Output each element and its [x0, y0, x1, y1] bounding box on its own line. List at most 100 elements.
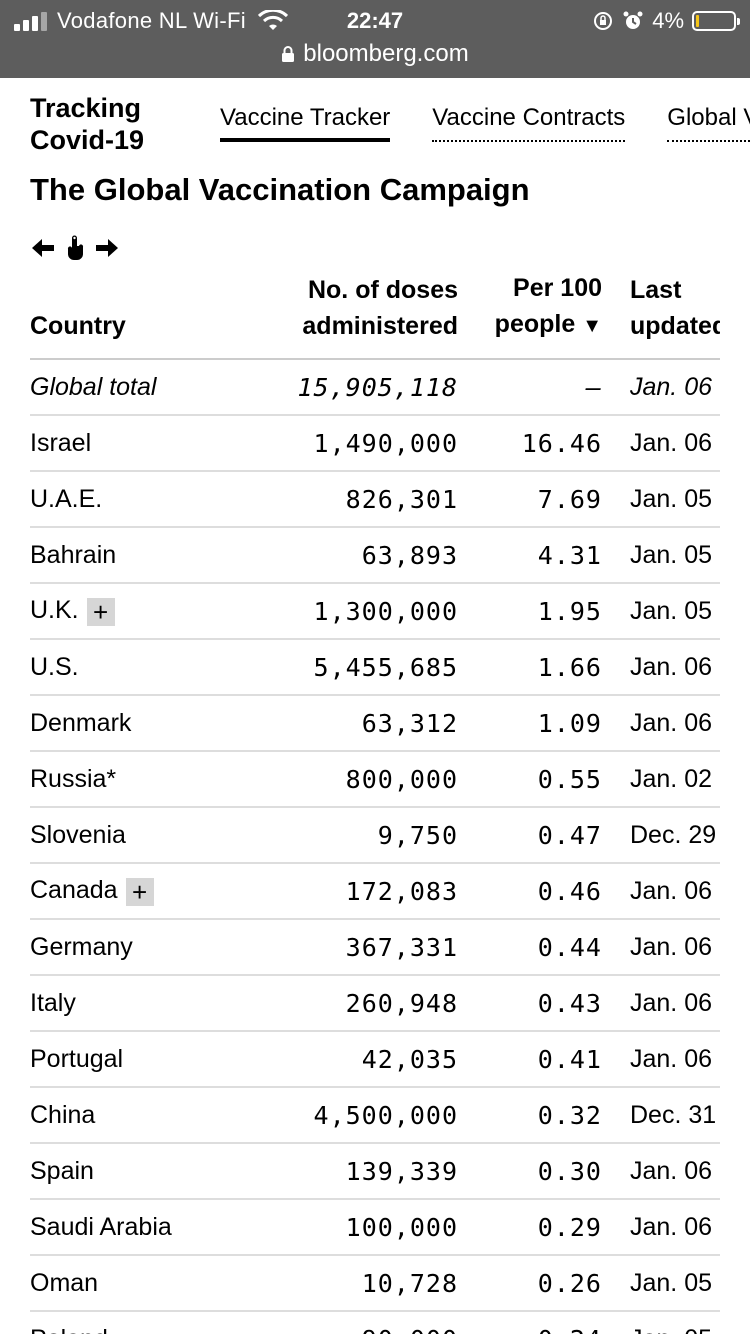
- cell-country: U.K. +: [30, 583, 270, 640]
- cell-last-updated: Jan. 06: [602, 1199, 720, 1256]
- table-row: Italy 260,948 0.43 Jan. 06: [30, 975, 720, 1032]
- expand-plus-button[interactable]: +: [125, 877, 154, 906]
- sort-desc-icon: ▼: [582, 315, 602, 337]
- table-row-global-total: Global total 15,905,118– Jan. 06: [30, 359, 720, 416]
- cell-per-100: 1.09: [458, 695, 602, 752]
- cell-last-updated: Jan. 05: [602, 1311, 720, 1334]
- cell-per-100: 1.66: [458, 639, 602, 696]
- cell-country: Global total: [30, 359, 270, 416]
- tab-vaccine-tracker[interactable]: Vaccine Tracker: [220, 104, 391, 142]
- cell-country: Italy: [30, 975, 270, 1032]
- cell-doses: 63,312: [270, 695, 458, 752]
- cell-doses: 10,728: [270, 1255, 458, 1312]
- cell-last-updated: Jan. 02: [602, 751, 720, 808]
- expand-plus-button[interactable]: +: [86, 597, 115, 626]
- cell-last-updated: Dec. 29: [602, 807, 720, 864]
- header-doses-line1: No. of doses: [307, 276, 458, 304]
- tab-vaccine-contracts[interactable]: Vaccine Contracts: [432, 104, 626, 142]
- table-row: China 4,500,000 0.32 Dec. 31: [30, 1087, 720, 1144]
- table-row: Denmark 63,312 1.09 Jan. 06: [30, 695, 720, 752]
- cell-last-updated: Jan. 05: [602, 527, 720, 584]
- header-per-line1: Per 100: [513, 274, 602, 302]
- table-row: Canada +172,083 0.46 Jan. 06: [30, 863, 720, 920]
- cell-country: Russia*: [30, 751, 270, 808]
- brand-title[interactable]: Tracking Covid-19: [30, 92, 190, 156]
- signal-strength-icon: [14, 11, 47, 31]
- cell-last-updated: Jan. 05: [602, 583, 720, 640]
- cell-per-100: 0.24: [458, 1311, 602, 1334]
- cell-country: China: [30, 1087, 270, 1144]
- header-doses[interactable]: No. of doses administered: [270, 270, 458, 360]
- cell-per-100: 4.31: [458, 527, 602, 584]
- header-last-line1: Last: [630, 276, 682, 304]
- cell-per-100: 0.43: [458, 975, 602, 1032]
- table-row: Russia* 800,000 0.55 Jan. 02: [30, 751, 720, 808]
- page-title: The Global Vaccination Campaign: [30, 172, 530, 207]
- cell-per-100: 0.46: [458, 863, 602, 920]
- vaccination-table: Country No. of doses administered Per 10…: [30, 270, 720, 1334]
- country-name: Oman: [30, 1268, 99, 1297]
- cell-country: Slovenia: [30, 807, 270, 864]
- country-name: Italy: [30, 988, 76, 1017]
- country-name: U.A.E.: [30, 484, 103, 513]
- country-name: China: [30, 1100, 96, 1129]
- cell-country: U.A.E.: [30, 471, 270, 528]
- header-doses-line2: administered: [302, 312, 458, 340]
- table-row: U.K. +1,300,000 1.95 Jan. 05: [30, 583, 720, 640]
- cell-last-updated: Jan. 05: [602, 471, 720, 528]
- cell-last-updated: Jan. 06: [602, 975, 720, 1032]
- rotation-lock-icon: [594, 12, 613, 30]
- table-header-row: Country No. of doses administered Per 10…: [30, 270, 720, 360]
- cell-country: Bahrain: [30, 527, 270, 584]
- url-domain: bloomberg.com: [303, 40, 469, 67]
- header-per-100[interactable]: Per 100 people ▼: [458, 270, 602, 360]
- cell-doses: 4,500,000: [270, 1087, 458, 1144]
- cell-last-updated: Jan. 06: [602, 359, 720, 416]
- status-left: Vodafone NL Wi-Fi: [14, 6, 288, 36]
- cell-country: Portugal: [30, 1031, 270, 1088]
- cell-country: Germany: [30, 919, 270, 976]
- cell-last-updated: Jan. 06: [602, 863, 720, 920]
- cell-country: U.S.: [30, 639, 270, 696]
- header-country[interactable]: Country: [30, 270, 270, 360]
- cell-doses: 1,490,000: [270, 415, 458, 472]
- cell-country: Spain: [30, 1143, 270, 1200]
- brand-line-2: Covid-19: [30, 125, 145, 155]
- country-name: U.K.: [30, 596, 79, 625]
- header-last-updated[interactable]: Last updated: [602, 270, 720, 360]
- cell-doses: 172,083: [270, 863, 458, 920]
- cell-last-updated: Jan. 06: [602, 695, 720, 752]
- cell-country: Saudi Arabia: [30, 1199, 270, 1256]
- url-bar[interactable]: bloomberg.com: [0, 38, 750, 70]
- cell-doses: 139,339: [270, 1143, 458, 1200]
- cell-doses: 63,893: [270, 527, 458, 584]
- cell-per-100: 0.32: [458, 1087, 602, 1144]
- cell-doses: 800,000: [270, 751, 458, 808]
- country-name: Saudi Arabia: [30, 1212, 172, 1241]
- cell-country: Israel: [30, 415, 270, 472]
- country-name: Bahrain: [30, 540, 117, 569]
- country-name: Portugal: [30, 1044, 124, 1073]
- cell-doses: 42,035: [270, 1031, 458, 1088]
- alarm-icon: [623, 11, 643, 29]
- cell-last-updated: Jan. 06: [602, 1031, 720, 1088]
- vaccination-table-container[interactable]: Country No. of doses administered Per 10…: [30, 270, 720, 1334]
- lock-icon: [282, 46, 295, 62]
- cell-last-updated: Jan. 06: [602, 639, 720, 696]
- tab-global[interactable]: Global Vaccination: [667, 104, 750, 142]
- country-name: Russia*: [30, 764, 117, 793]
- swipe-hand-icon: [67, 235, 84, 260]
- cell-doses: 367,331: [270, 919, 458, 976]
- cell-last-updated: Jan. 06: [602, 919, 720, 976]
- cell-last-updated: Jan. 05: [602, 1255, 720, 1312]
- cell-per-100: 0.44: [458, 919, 602, 976]
- cell-per-100: 0.47: [458, 807, 602, 864]
- country-name: Poland: [30, 1325, 108, 1334]
- brand-line-1: Tracking: [30, 93, 142, 123]
- cell-doses: 1,300,000: [270, 583, 458, 640]
- table-row: Spain 139,339 0.30 Jan. 06: [30, 1143, 720, 1200]
- cell-country: Denmark: [30, 695, 270, 752]
- table-row: Bahrain 63,893 4.31 Jan. 05: [30, 527, 720, 584]
- table-row: Oman 10,728 0.26 Jan. 05: [30, 1255, 720, 1312]
